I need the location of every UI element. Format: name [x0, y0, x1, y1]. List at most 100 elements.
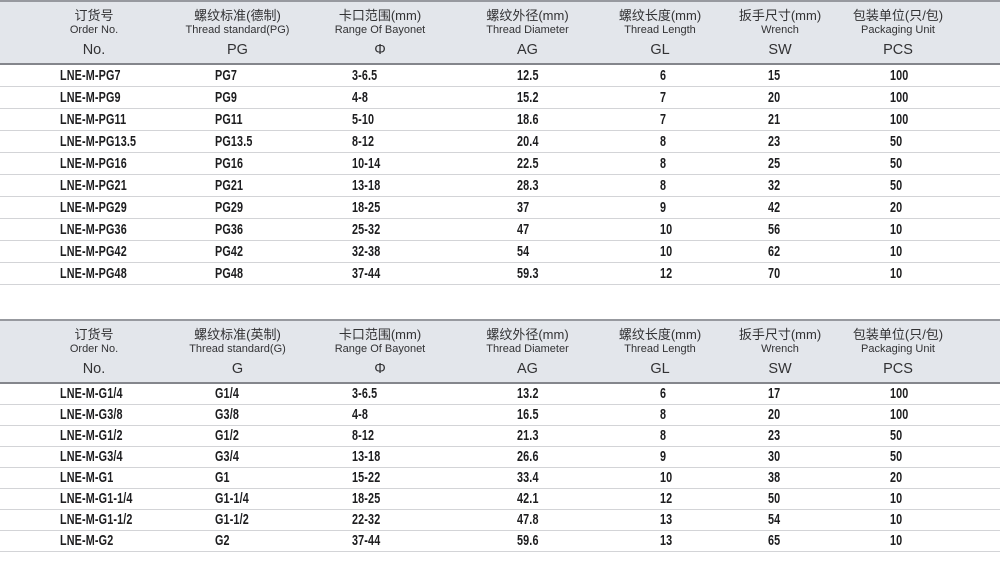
cell-value: LNE-M-PG29 [60, 198, 127, 216]
cell-value: 37-44 [352, 532, 381, 549]
table-cell: LNE-M-PG29 [0, 196, 170, 219]
table-cell: 12.5 [455, 64, 600, 87]
cell-value: 20 [890, 198, 903, 216]
table-row: LNE-M-G2 G2 37-44 59.6 13 65 10 [0, 530, 1000, 552]
table-cell: 8 [600, 174, 720, 197]
cell-value: 13.2 [517, 385, 539, 402]
column-header-cn: 螺纹长度(mm) [618, 327, 702, 342]
column-header-cn: 螺纹标准(德制) [194, 8, 281, 23]
table-cell: 8-12 [305, 425, 455, 447]
cell-value: 25-32 [352, 220, 381, 238]
table-cell: 10 [840, 530, 1000, 552]
column-header-code: No. [82, 42, 106, 58]
table-cell: 21.3 [455, 425, 600, 447]
cell-value: 20 [890, 469, 903, 486]
cell-value: 3-6.5 [352, 66, 378, 84]
cell-value: 21 [768, 110, 781, 128]
cell-value: 8 [660, 176, 667, 194]
table-row: LNE-M-G1/4 G1/4 3-6.5 13.2 6 17 100 [0, 383, 1000, 405]
table-cell: 6 [600, 64, 720, 87]
table-cell: 22-32 [305, 509, 455, 531]
table-cell: 7 [600, 86, 720, 109]
cell-value: 100 [890, 66, 909, 84]
cell-value: 18-25 [352, 198, 381, 216]
cell-value: 6 [660, 66, 667, 84]
table-cell: 9 [600, 196, 720, 219]
cell-value: 26.6 [517, 448, 539, 465]
column-header-en: Packaging Unit [861, 343, 935, 355]
cell-value: 4-8 [352, 88, 369, 106]
column-header: 订货号 Order No. No. [0, 0, 170, 65]
cell-value: 50 [890, 427, 903, 444]
table-cell: 10 [600, 218, 720, 241]
table-cell: LNE-M-PG48 [0, 262, 170, 285]
cell-value: LNE-M-PG9 [60, 88, 121, 106]
cell-value: 12 [660, 264, 673, 282]
cell-value: 42 [768, 198, 781, 216]
table-cell: PG16 [170, 152, 305, 175]
table-cell: LNE-M-PG13.5 [0, 130, 170, 153]
table-cell: 54 [720, 509, 840, 531]
table-cell: 8 [600, 404, 720, 426]
column-header-cn: 订货号 [74, 327, 114, 342]
cell-value: 47 [517, 220, 530, 238]
table-cell: 50 [840, 130, 1000, 153]
column-header-en: Order No. [69, 24, 119, 36]
table-cell: 100 [840, 108, 1000, 131]
cell-value: G1 [215, 469, 230, 486]
cell-value: LNE-M-G3/4 [60, 448, 123, 465]
cell-value: 50 [890, 448, 903, 465]
table-cell: LNE-M-G1-1/4 [0, 488, 170, 510]
cell-value: 37 [517, 198, 530, 216]
table-cell: LNE-M-PG11 [0, 108, 170, 131]
table-cell: G2 [170, 530, 305, 552]
table-cell: 37-44 [305, 262, 455, 285]
table-cell: PG48 [170, 262, 305, 285]
column-header: 螺纹长度(mm) Thread Length GL [600, 319, 720, 384]
cell-value: LNE-M-PG21 [60, 176, 127, 194]
cell-value: 18.6 [517, 110, 539, 128]
cell-value: LNE-M-G2 [60, 532, 114, 549]
column-header-cn: 扳手尺寸(mm) [738, 8, 822, 23]
cell-value: 10-14 [352, 154, 381, 172]
table-row: LNE-M-G1-1/4 G1-1/4 18-25 42.1 12 50 10 [0, 488, 1000, 510]
table-row: LNE-M-PG29 PG29 18-25 37 9 42 20 [0, 196, 1000, 219]
cell-value: PG29 [215, 198, 244, 216]
cell-value: PG48 [215, 264, 244, 282]
table-cell: 15 [720, 64, 840, 87]
cell-value: 8 [660, 132, 667, 150]
cell-value: 54 [768, 511, 781, 528]
cell-value: G3/8 [215, 406, 239, 423]
column-header-cn: 螺纹外径(mm) [486, 327, 569, 342]
g-spec-table: 订货号 Order No. No. 螺纹标准(英制) Thread standard(G… [0, 319, 1000, 552]
cell-value: 62 [768, 242, 781, 260]
column-header-cn: 卡口范围(mm) [338, 8, 422, 23]
table-cell: 13-18 [305, 446, 455, 468]
table-cell: 23 [720, 130, 840, 153]
column-header-en: Range Of Bayonet [334, 24, 426, 36]
cell-value: 13-18 [352, 176, 381, 194]
table-cell: 50 [840, 174, 1000, 197]
cell-value: PG9 [215, 88, 238, 106]
cell-value: 10 [890, 264, 903, 282]
table-cell: 13.2 [455, 383, 600, 405]
column-header-cn: 订货号 [74, 8, 114, 23]
table-cell: 12 [600, 262, 720, 285]
cell-value: LNE-M-G1/2 [60, 427, 123, 444]
cell-value: LNE-M-G1-1/2 [60, 511, 133, 528]
table-cell: 50 [840, 425, 1000, 447]
cell-value: 8-12 [352, 427, 375, 444]
table-cell: 32 [720, 174, 840, 197]
cell-value: 32-38 [352, 242, 381, 260]
table-cell: G1/2 [170, 425, 305, 447]
table-cell: 20 [720, 404, 840, 426]
table-cell: PG36 [170, 218, 305, 241]
table-cell: 70 [720, 262, 840, 285]
cell-value: G1-1/2 [215, 511, 249, 528]
header-row: 订货号 Order No. No. 螺纹标准(英制) Thread standard(G… [0, 319, 1000, 384]
cell-value: 100 [890, 88, 909, 106]
table-cell: 20 [840, 196, 1000, 219]
column-header-cn: 螺纹外径(mm) [486, 8, 569, 23]
table-cell: 50 [720, 488, 840, 510]
